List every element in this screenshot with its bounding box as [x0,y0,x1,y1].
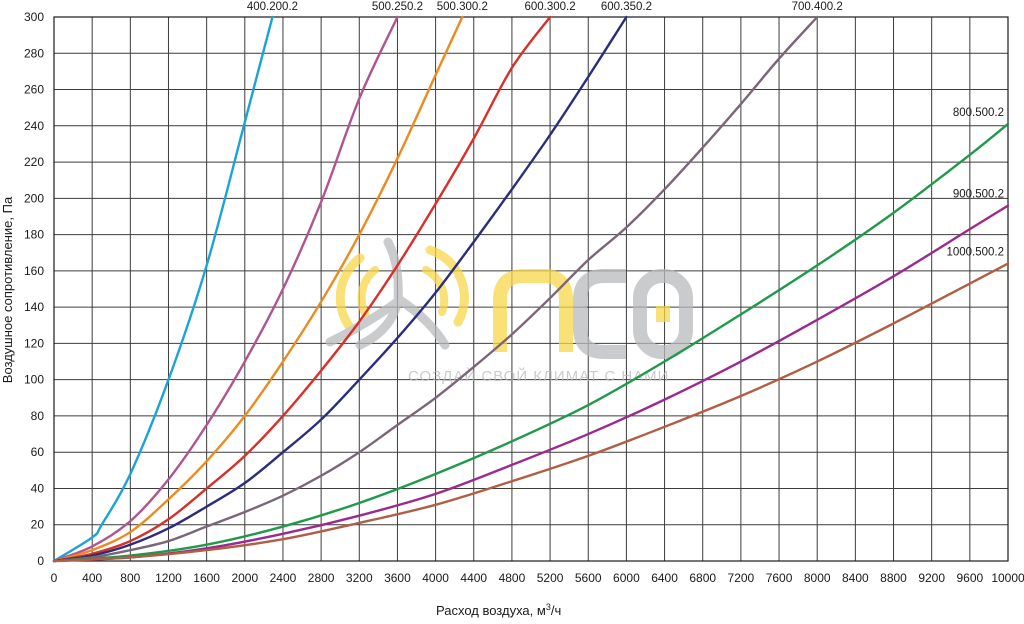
x-tick-label: 9600 [956,571,983,585]
series-label-900-500-2: 900.500.2 [953,189,1004,201]
watermark-figure-icon [325,237,450,350]
x-tick-label: 2000 [231,571,258,585]
y-tick-label: 280 [24,46,44,60]
watermark-slogan: СОЗДАЙ СВОЙ КЛИМАТ С НАМИ [408,367,669,385]
x-axis-title-tail: /ч [551,603,561,618]
series-label-600-300-2: 600.300.2 [524,1,575,13]
y-tick-label: 100 [24,373,44,387]
watermark-wave-icon [422,266,449,316]
series-label-700-400-2: 700.400.2 [792,1,843,13]
y-tick-label: 260 [24,83,44,97]
x-tick-label: 10000 [991,571,1024,585]
x-tick-label: 8800 [880,571,907,585]
x-tick-label: 8400 [842,571,869,585]
x-tick-labels: 0 400 800 1200 1600 2000 2400 2800 3200 3600 4000 4… [51,571,1024,585]
x-tick-label: 2400 [270,571,297,585]
series-label-500-300-2: 500.300.2 [437,1,488,13]
y-tick-label: 220 [24,155,44,169]
series-label-400-200-2: 400.200.2 [247,1,298,13]
y-tick-label: 140 [24,300,44,314]
watermark-wave-icon [357,266,379,324]
x-tick-label: 4000 [422,571,449,585]
y-tick-label: 60 [31,445,45,459]
y-tick-label: 240 [24,119,44,133]
y-tick-label: 120 [24,336,44,350]
watermark-wave-icon [425,245,469,327]
y-tick-label: 160 [24,264,44,278]
series-line-800-500-2 [52,122,1010,563]
watermark-dot [656,306,670,322]
x-tick-label: 3600 [384,571,411,585]
x-tick-label: 400 [82,571,102,585]
x-tick-label: 0 [51,571,58,585]
x-tick-label: 6000 [613,571,640,585]
x-tick-label: 800 [120,571,140,585]
series-line-900-500-2 [52,204,1010,563]
series-line-500-250-2 [52,15,399,563]
watermark-logo: СОЗДАЙ СВОЙ КЛИМАТ С НАМИ [325,237,693,385]
series-line-400-200-2 [52,15,274,563]
x-tick-label: 4800 [499,571,526,585]
y-tick-labels: 0 20 40 60 80 100 120 140 160 180 200 220 240 260 280 3… [24,10,44,568]
x-tick-label: 6800 [689,571,716,585]
series-line-600-300-2 [52,15,552,563]
series-group [52,15,1010,563]
y-tick-label: 80 [31,409,45,423]
y-tick-label: 0 [37,554,44,568]
series-label-600-350-2: 600.350.2 [601,1,652,13]
x-tick-label: 1200 [155,571,182,585]
x-axis-title-sup: 3 [546,602,551,612]
watermark-letter-s [573,269,626,359]
x-tick-label: 5200 [537,571,564,585]
y-tick-label: 180 [24,228,44,242]
x-tick-label: 7200 [728,571,755,585]
y-tick-label: 40 [31,481,45,495]
y-tick-label: 300 [24,10,44,24]
series-label-1000-500-2: 1000.500.2 [946,247,1004,259]
y-tick-label: 20 [31,518,45,532]
x-tick-label: 1600 [193,571,220,585]
x-tick-label: 3200 [346,571,373,585]
series-line-1000-500-2 [52,262,1010,563]
x-tick-label: 5600 [575,571,602,585]
x-axis-title: Расход воздуха, м3/ч [436,602,561,618]
x-tick-label: 2800 [308,571,335,585]
y-axis-title: Воздушное сопротивление, Па [0,196,15,383]
x-axis-title-text: Расход воздуха, м [436,603,546,618]
watermark-wave-icon [335,253,365,335]
series-labels: 400.200.2 500.250.2 500.300.2 600.300.2 600.… [247,1,1004,259]
x-tick-label: 6400 [651,571,678,585]
x-tick-label: 9200 [918,571,945,585]
series-line-500-300-2 [52,15,464,563]
series-label-800-500-2: 800.500.2 [953,107,1004,119]
series-line-700-400-2 [52,15,819,563]
x-tick-label: 8000 [804,571,831,585]
x-tick-label: 4400 [460,571,487,585]
x-tick-label: 7600 [766,571,793,585]
series-label-500-250-2: 500.250.2 [372,1,423,13]
series-line-600-350-2 [52,15,628,563]
y-tick-label: 200 [24,191,44,205]
watermark-letter-o [633,269,693,359]
watermark-letter-p [493,269,573,352]
plot-frame [53,16,1009,562]
